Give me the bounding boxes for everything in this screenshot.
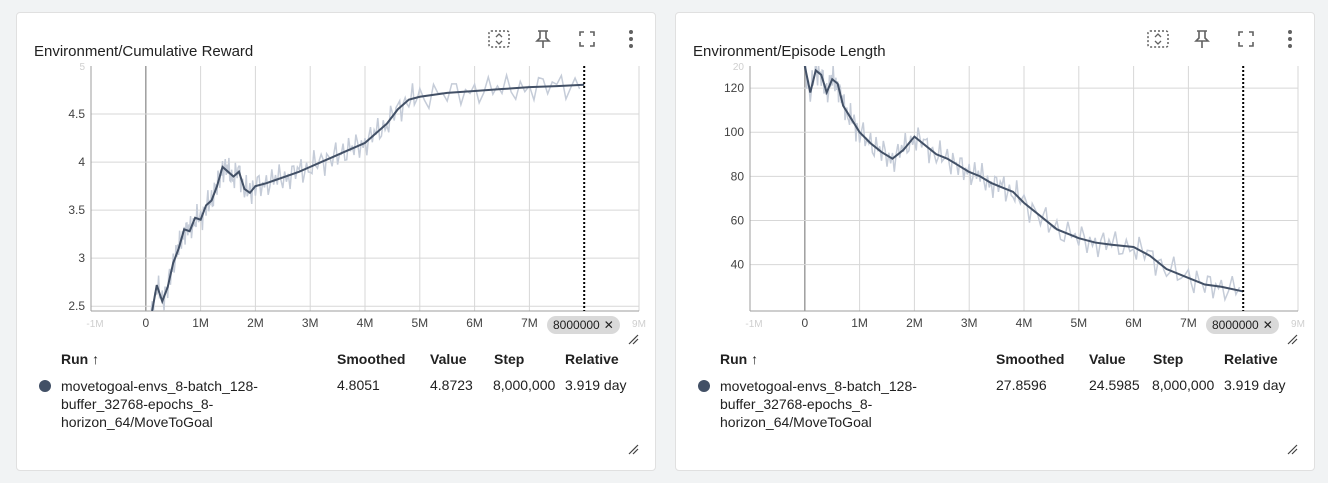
fullscreen-icon [1238, 31, 1254, 47]
column-header-relative[interactable]: Relative [1224, 351, 1278, 367]
plot-area [150, 72, 585, 311]
resize-handle-icon[interactable] [627, 333, 639, 345]
close-icon[interactable]: ✕ [603, 318, 614, 332]
cell-smoothed: 27.8596 [996, 377, 1047, 393]
step-chip-label: 8000000 [553, 318, 600, 332]
x-tick-label: 5M [1070, 316, 1087, 330]
resize-handle-icon[interactable] [1286, 333, 1298, 345]
y-tick-label: 80 [731, 169, 745, 183]
more-vert-icon [1288, 30, 1292, 48]
x-tick-label: 4M [357, 316, 374, 330]
pin-icon [535, 30, 551, 48]
resize-handle-icon[interactable] [627, 443, 639, 455]
chart-card-episode-length: Environment/Episode Length 0 1M 2M 3M 4M 5M 6M… [675, 12, 1315, 471]
x-tick-label-faint: 9M [632, 319, 646, 330]
column-header-value[interactable]: Value [1089, 351, 1126, 367]
x-tick-label: 0 [801, 316, 808, 330]
y-tick-label: 4 [78, 155, 85, 169]
more-options-button[interactable] [1278, 27, 1302, 51]
x-tick-label: 3M [961, 316, 978, 330]
raw-series-line [805, 66, 1241, 303]
step-chip[interactable]: 8000000 ✕ [1206, 316, 1279, 334]
pin-icon [1194, 30, 1210, 48]
y-tick-label: 40 [731, 258, 745, 272]
pin-button[interactable] [531, 27, 555, 51]
y-tick-label-faint: 20 [733, 62, 745, 73]
raw-series-line [150, 72, 581, 311]
run-color-dot [698, 380, 710, 392]
x-tick-label: 2M [906, 316, 923, 330]
x-tick-label: 3M [302, 316, 319, 330]
run-color-dot [39, 380, 51, 392]
y-tick-label: 3 [78, 251, 85, 265]
y-tick-label: 60 [731, 214, 745, 228]
column-header-relative[interactable]: Relative [565, 351, 619, 367]
column-header-smoothed[interactable]: Smoothed [337, 351, 406, 367]
column-header-value[interactable]: Value [430, 351, 467, 367]
series-line [151, 83, 585, 311]
y-tick-label-faint: 5 [79, 62, 85, 73]
x-tick-label: 4M [1016, 316, 1033, 330]
cell-value: 24.5985 [1089, 377, 1140, 393]
x-tick-label-faint: -1M [86, 319, 103, 330]
x-tick-label: 1M [192, 316, 209, 330]
x-tick-label: 6M [1125, 316, 1142, 330]
card-title: Environment/Episode Length [693, 43, 886, 60]
more-options-button[interactable] [619, 27, 643, 51]
y-tick-label: 120 [724, 81, 744, 95]
x-tick-label: 5M [411, 316, 428, 330]
step-chip[interactable]: 8000000 ✕ [547, 316, 620, 334]
cell-step: 8,000,000 [1152, 377, 1215, 393]
x-tick-label: 7M [1180, 316, 1197, 330]
fit-domain-icon [488, 30, 510, 48]
fit-domain-icon [1147, 30, 1169, 48]
x-tick-label-faint: 9M [1291, 319, 1305, 330]
cell-relative: 3.919 day [1224, 377, 1286, 393]
column-header-step[interactable]: Step [494, 351, 525, 367]
x-tick-label: 7M [521, 316, 538, 330]
y-tick-label: 2.5 [68, 299, 85, 313]
line-chart[interactable]: 0 1M 2M 3M 4M 5M 6M 7M -1M 9M 2.5 3 3.5 4 4.5 5 [17, 13, 655, 343]
series-line [803, 66, 1244, 293]
x-tick-label: 2M [247, 316, 264, 330]
step-chip-label: 8000000 [1212, 318, 1259, 332]
cell-step: 8,000,000 [493, 377, 556, 393]
fit-domain-button[interactable] [1146, 27, 1170, 51]
column-header-step[interactable]: Step [1153, 351, 1184, 367]
cell-smoothed: 4.8051 [337, 377, 380, 393]
y-tick-label: 100 [724, 125, 744, 139]
x-tick-label: 6M [466, 316, 483, 330]
x-tick-label-faint: -1M [745, 319, 762, 330]
chart-card-cumulative-reward: Environment/Cumulative Reward 0 1M 2M 3M 4M 5… [16, 12, 656, 471]
fit-domain-button[interactable] [487, 27, 511, 51]
fullscreen-button[interactable] [575, 27, 599, 51]
pin-button[interactable] [1190, 27, 1214, 51]
column-header-smoothed[interactable]: Smoothed [996, 351, 1065, 367]
card-title: Environment/Cumulative Reward [34, 43, 254, 60]
run-name: movetogoal-envs_8-batch_128-buffer_32768… [61, 378, 258, 430]
fullscreen-button[interactable] [1234, 27, 1258, 51]
column-header-run[interactable]: Run ↑ [720, 351, 759, 367]
cell-relative: 3.919 day [565, 377, 627, 393]
plot-area [803, 66, 1244, 303]
line-chart[interactable]: 0 1M 2M 3M 4M 5M 6M 7M -1M 9M 40 60 80 100 120 20 [676, 13, 1314, 343]
resize-handle-icon[interactable] [1286, 443, 1298, 455]
y-tick-label: 4.5 [68, 107, 85, 121]
close-icon[interactable]: ✕ [1262, 318, 1273, 332]
cell-value: 4.8723 [430, 377, 473, 393]
fullscreen-icon [579, 31, 595, 47]
column-header-run[interactable]: Run ↑ [61, 351, 100, 367]
y-tick-label: 3.5 [68, 203, 85, 217]
run-name: movetogoal-envs_8-batch_128-buffer_32768… [720, 378, 917, 430]
x-tick-label: 1M [851, 316, 868, 330]
x-tick-label: 0 [142, 316, 149, 330]
more-vert-icon [629, 30, 633, 48]
